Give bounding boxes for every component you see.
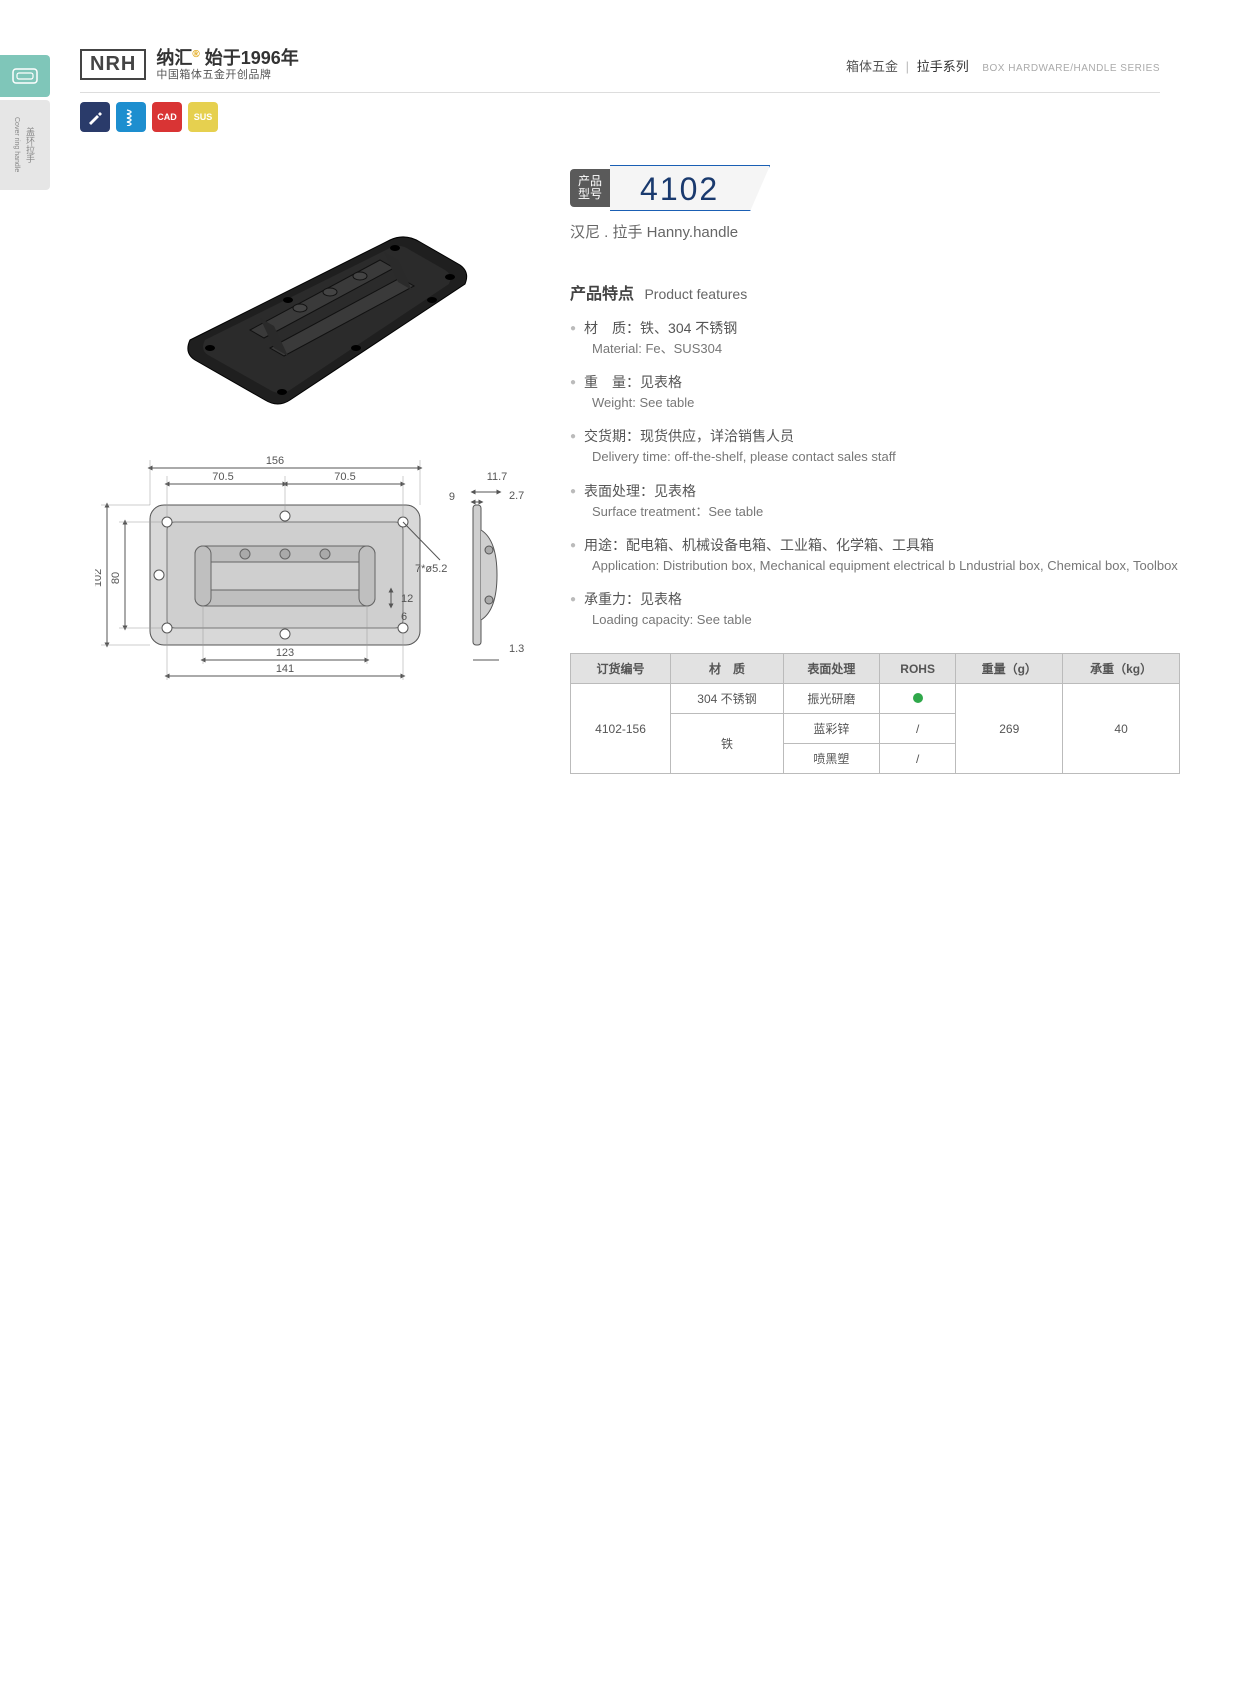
feat-cn: 表面处理：见表格 — [570, 481, 1180, 501]
badge-sus: SUS — [188, 102, 218, 132]
feat-en: Delivery time: off-the-shelf, please con… — [592, 448, 1180, 466]
cell-mat2: 铁 — [671, 714, 784, 774]
th-rohs: ROHS — [879, 654, 955, 684]
dim-70-5b: 70.5 — [334, 471, 355, 483]
cell-surf3: 喷黑塑 — [783, 744, 879, 774]
feat-cn: 材 质：铁、304 不锈钢 — [570, 318, 1180, 338]
th-material: 材 质 — [671, 654, 784, 684]
feature-item: 材 质：铁、304 不锈钢 Material: Fe、SUS304 — [570, 318, 1180, 358]
feat-en: Surface treatment：See table — [592, 503, 1180, 521]
brand-tagline: 中国箱体五金开创品牌 — [156, 69, 298, 81]
feature-item: 表面处理：见表格 Surface treatment：See table — [570, 481, 1180, 521]
hdr-cn1: 箱体五金 — [846, 59, 898, 74]
feat-en: Application: Distribution box, Mechanica… — [592, 557, 1180, 575]
cell-rohs1 — [879, 684, 955, 714]
dim-102: 102 — [95, 569, 104, 587]
side-tab-icon — [0, 55, 50, 97]
model-number: 4102 — [610, 165, 770, 211]
dim-156: 156 — [266, 455, 284, 467]
hdr-en: BOX HARDWARE/HANDLE SERIES — [982, 63, 1160, 74]
brand-cn: 纳汇 — [156, 48, 192, 68]
side-tab-en: Cover ring handle — [13, 117, 20, 172]
feat-en: Weight: See table — [592, 394, 1180, 412]
logo-block: NRH 纳汇® 始于1996年 中国箱体五金开创品牌 — [80, 49, 299, 81]
cell-rohs2: / — [879, 714, 955, 744]
feat-en: Material: Fe、SUS304 — [592, 340, 1180, 358]
cell-load: 40 — [1063, 684, 1180, 774]
cell-weight: 269 — [956, 684, 1063, 774]
cell-surf1: 振光研磨 — [783, 684, 879, 714]
product-3d-illustration — [140, 160, 500, 420]
dim-12: 12 — [401, 593, 413, 605]
feature-item: 重 量：见表格 Weight: See table — [570, 372, 1180, 412]
feat-en: Loading capacity: See table — [592, 611, 1180, 629]
product-details: 产品 型号 4102 汉尼 . 拉手 Hanny.handle 产品特点 Pro… — [570, 165, 1180, 774]
badge-design-icon — [80, 102, 110, 132]
features-title-cn: 产品特点 — [570, 286, 634, 303]
dim-7x52: 7*ø5.2 — [415, 563, 447, 575]
model-tag: 产品 型号 — [570, 169, 610, 207]
cell-mat1: 304 不锈钢 — [671, 684, 784, 714]
feat-cn: 交货期：现货供应，详洽销售人员 — [570, 426, 1180, 446]
spec-table: 订货编号 材 质 表面处理 ROHS 重量（g） 承重（kg） 4102-156… — [570, 653, 1180, 774]
header-right: 箱体五金 | 拉手系列 BOX HARDWARE/HANDLE SERIES — [846, 56, 1160, 75]
feature-item: 用途：配电箱、机械设备电箱、工业箱、化学箱、工具箱 Application: D… — [570, 535, 1180, 575]
features-list: 材 质：铁、304 不锈钢 Material: Fe、SUS304 重 量：见表… — [570, 318, 1180, 629]
toolbar: CAD SUS — [80, 102, 218, 132]
technical-drawing: 156 70.5 70.5 80 102 123 141 12 6 7*ø5.2… — [95, 450, 535, 690]
features-title-en: Product features — [644, 286, 747, 302]
th-surface: 表面处理 — [783, 654, 879, 684]
rohs-dot-icon — [913, 693, 923, 703]
table-header-row: 订货编号 材 质 表面处理 ROHS 重量（g） 承重（kg） — [571, 654, 1180, 684]
hdr-cn2: 拉手系列 — [917, 59, 969, 74]
side-tab-cn: 盖环拉手 — [24, 127, 37, 163]
table-row: 4102-156 304 不锈钢 振光研磨 269 40 — [571, 684, 1180, 714]
th-orderno: 订货编号 — [571, 654, 671, 684]
th-weight: 重量（g） — [956, 654, 1063, 684]
features-title: 产品特点 Product features — [570, 280, 1180, 304]
feat-cn: 用途：配电箱、机械设备电箱、工业箱、化学箱、工具箱 — [570, 535, 1180, 555]
logo-abbr: NRH — [80, 49, 146, 80]
feat-cn: 重 量：见表格 — [570, 372, 1180, 392]
model-row: 产品 型号 4102 — [570, 165, 1180, 211]
cell-rohs3: / — [879, 744, 955, 774]
feat-cn: 承重力：见表格 — [570, 589, 1180, 609]
dim-80: 80 — [110, 572, 122, 584]
dim-1-3: 1.3 — [509, 643, 524, 655]
feature-item: 交货期：现货供应，详洽销售人员 Delivery time: off-the-s… — [570, 426, 1180, 466]
dim-123: 123 — [276, 647, 294, 659]
dim-6: 6 — [401, 611, 407, 623]
dim-70-5a: 70.5 — [212, 471, 233, 483]
badge-cad: CAD — [152, 102, 182, 132]
model-tag-l2: 型号 — [578, 188, 602, 201]
cell-orderno: 4102-156 — [571, 684, 671, 774]
page-header: NRH 纳汇® 始于1996年 中国箱体五金开创品牌 箱体五金 | 拉手系列 B… — [80, 45, 1160, 85]
dim-9: 9 — [449, 491, 455, 503]
feature-item: 承重力：见表格 Loading capacity: See table — [570, 589, 1180, 629]
dim-141: 141 — [276, 663, 294, 675]
side-tab-label: 盖环拉手 Cover ring handle — [0, 100, 50, 190]
model-subtitle: 汉尼 . 拉手 Hanny.handle — [570, 221, 1180, 242]
header-divider — [80, 92, 1160, 93]
dim-11-7: 11.7 — [487, 471, 508, 483]
brand-year: 始于1996年 — [205, 48, 299, 68]
logo-text: 纳汇® 始于1996年 中国箱体五金开创品牌 — [156, 49, 298, 81]
cell-surf2: 蓝彩锌 — [783, 714, 879, 744]
badge-spring-icon — [116, 102, 146, 132]
dim-2-7: 2.7 — [509, 490, 524, 502]
th-load: 承重（kg） — [1063, 654, 1180, 684]
